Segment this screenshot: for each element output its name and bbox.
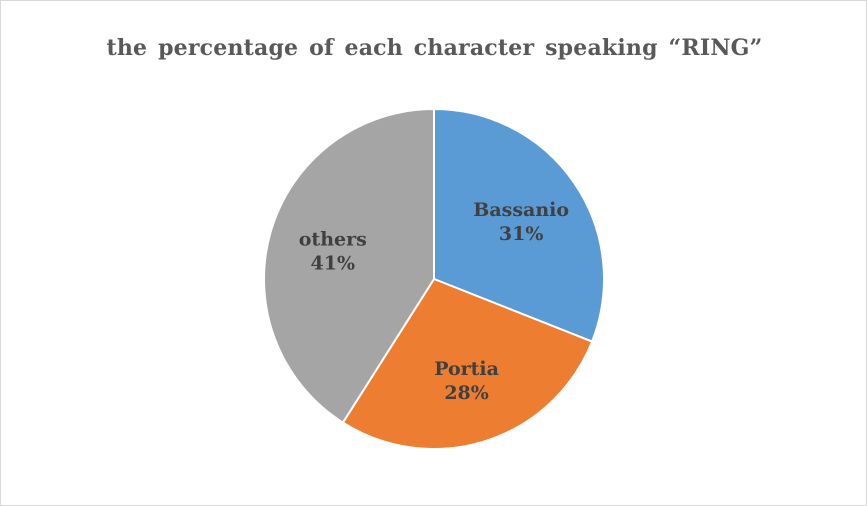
slice-percent-portia: 28% [444,382,489,404]
pie-slice-portia [341,277,594,450]
slice-percent-others: 41% [311,253,356,275]
pie-slice-others [262,107,435,424]
pie-slice-bassanio [433,107,605,343]
slice-label-others: others [299,229,367,251]
slice-percent-bassanio: 31% [499,223,544,245]
slice-label-portia: Portia [434,358,499,380]
chart-title: the percentage of each character speakin… [106,35,763,61]
slice-label-bassanio: Bassanio [473,199,569,221]
